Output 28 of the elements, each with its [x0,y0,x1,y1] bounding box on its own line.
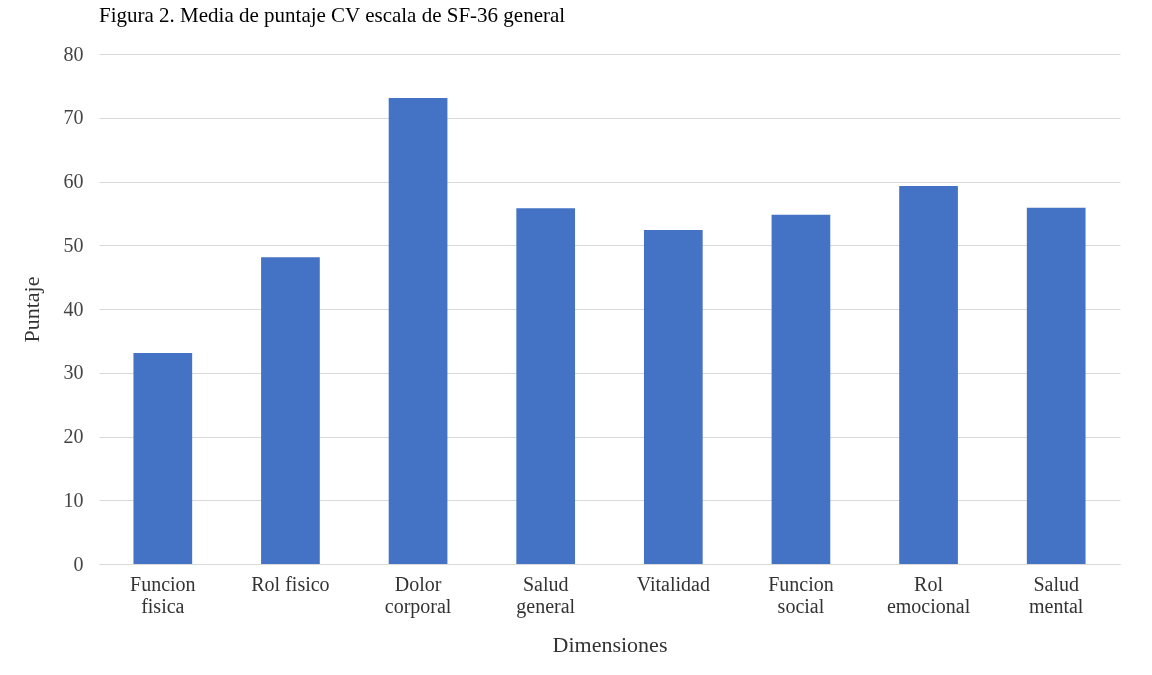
y-tick-label: 40 [63,297,84,320]
x-tick-label: Dolor corporal [384,572,452,618]
x-tick-label: Funcion social [768,572,834,617]
bar [771,214,831,564]
y-tick-label: 80 [63,42,84,65]
y-tick-label: 30 [63,361,84,384]
y-tick-label: 10 [63,488,84,511]
bar [643,229,703,564]
chart-title: Figura 2. Media de puntaje CV escala de SF-36 general [99,3,566,27]
bar [133,352,193,564]
y-tick-label: 0 [73,552,84,575]
x-tick-label: Rol emocional [886,572,971,617]
bar [388,97,448,564]
y-axis-title: Puntaje [18,276,44,343]
y-tick-label: 50 [63,233,84,256]
bar [516,208,576,564]
bar [1026,207,1086,564]
x-tick-label: Funcion fisica [130,572,196,617]
y-tick-label: 60 [63,170,84,192]
x-tick-label: Salud general [516,572,576,618]
bar [261,257,320,564]
y-tick-label: 20 [63,425,84,447]
x-tick-label: Vitalidad [636,572,710,595]
x-tick-label: Salud mental [1028,572,1084,617]
y-tick-label: 70 [63,106,84,129]
x-axis-title: Dimensiones [552,631,668,657]
bar [899,185,958,564]
x-tick-label: Rol fisico [251,572,330,595]
